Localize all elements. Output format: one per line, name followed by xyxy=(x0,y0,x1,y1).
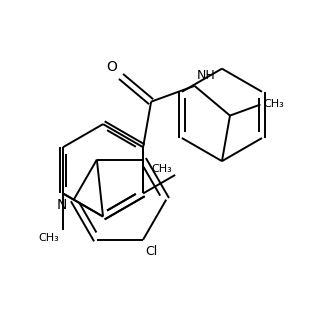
Text: CH₃: CH₃ xyxy=(264,99,285,109)
Text: N: N xyxy=(57,198,67,212)
Text: CH₃: CH₃ xyxy=(151,164,172,174)
Text: NH: NH xyxy=(197,69,215,82)
Text: O: O xyxy=(106,60,117,74)
Text: CH₃: CH₃ xyxy=(39,233,59,243)
Text: Cl: Cl xyxy=(145,245,158,258)
